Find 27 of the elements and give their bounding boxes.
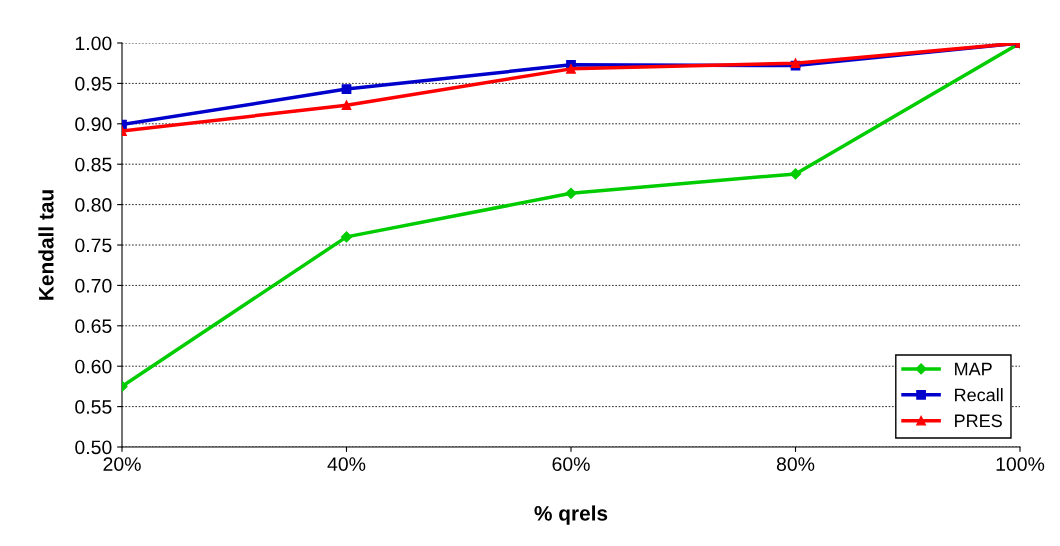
y-tick-label: 0.75 xyxy=(75,238,112,253)
y-tick-label: 0.70 xyxy=(75,278,112,293)
legend-label: PRES xyxy=(955,414,1002,428)
x-tick-label: 80% xyxy=(776,457,815,471)
y-tick-label: 1.00 xyxy=(75,36,112,51)
point xyxy=(340,231,353,243)
x-tick-label: 100% xyxy=(996,457,1045,471)
point xyxy=(566,63,576,74)
y-axis-title: Kendall tau xyxy=(38,190,54,300)
y-tick-label: 0.80 xyxy=(75,198,112,212)
y-tick-label: 0.60 xyxy=(75,359,112,374)
legend-label: Recall xyxy=(955,388,1003,402)
y-tick-label: 0.85 xyxy=(75,157,112,172)
y-tick-label: 0.90 xyxy=(75,117,112,132)
point xyxy=(341,84,352,94)
y-tick-label: 0.55 xyxy=(75,400,112,414)
point xyxy=(341,100,352,111)
point xyxy=(789,168,802,180)
x-tick-label: 40% xyxy=(327,457,366,471)
y-tick-label: 0.95 xyxy=(75,76,112,91)
x-axis-title: % qrels xyxy=(534,505,608,525)
legend-label: MAP xyxy=(955,362,992,376)
y-tick-label: 0.65 xyxy=(75,319,112,334)
x-tick-label: 20% xyxy=(103,457,141,471)
point xyxy=(565,187,577,199)
y-tick-label: 0.50 xyxy=(75,440,112,455)
x-tick-label: 60% xyxy=(552,457,590,471)
